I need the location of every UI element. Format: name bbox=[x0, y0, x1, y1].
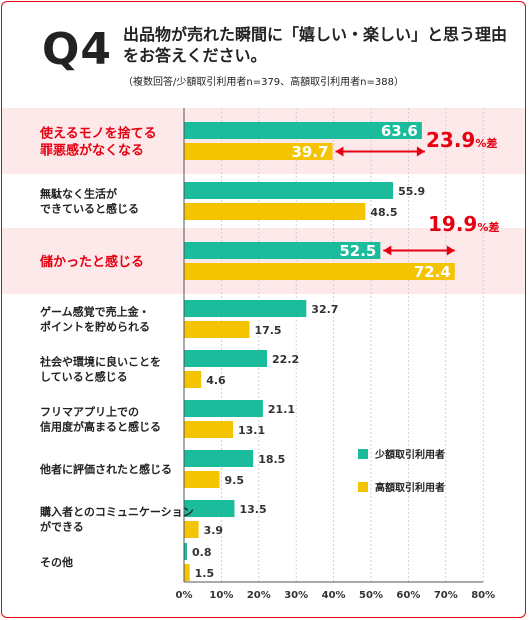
data-label: 9.5 bbox=[225, 474, 245, 487]
bar-large bbox=[184, 564, 190, 581]
data-label: 3.9 bbox=[204, 524, 224, 537]
category-label: 他者に評価されたと感じる bbox=[39, 462, 172, 476]
category-label: していると感じる bbox=[40, 370, 128, 384]
x-tick-label: 30% bbox=[284, 590, 308, 601]
bar-large bbox=[184, 321, 250, 338]
difference-arrow-head-right bbox=[446, 245, 455, 256]
data-label: 4.6 bbox=[206, 374, 226, 387]
data-label: 39.7 bbox=[291, 143, 328, 161]
legend-swatch bbox=[358, 482, 368, 492]
data-label: 63.6 bbox=[381, 122, 418, 140]
category-label: その他 bbox=[40, 555, 73, 569]
x-tick-label: 20% bbox=[247, 590, 271, 601]
category-label: 社会や環境に良いことを bbox=[39, 355, 161, 369]
data-label: 17.5 bbox=[254, 324, 281, 337]
category-label: 信用度が高まると感じる bbox=[40, 420, 161, 434]
question-text: 出品物が売れた瞬間に「嬉しい・楽しい」と思う理由をお答えください。 bbox=[123, 25, 508, 65]
x-tick-label: 50% bbox=[359, 590, 383, 601]
bar-small bbox=[184, 400, 263, 417]
bar-small bbox=[184, 242, 381, 259]
category-label: 罪悪感がなくなる bbox=[40, 142, 144, 158]
sample-note: （複数回答/少額取引利用者n=379、高額取引利用者n=388） bbox=[123, 77, 404, 88]
bar-small bbox=[184, 182, 394, 199]
x-tick-label: 60% bbox=[396, 590, 420, 601]
category-label: ができる bbox=[40, 520, 84, 534]
data-label: 32.7 bbox=[311, 303, 338, 316]
bar-small bbox=[184, 350, 268, 367]
category-label: 使えるモノを捨てる bbox=[39, 125, 157, 141]
bar-small bbox=[184, 450, 254, 467]
highlight-band bbox=[2, 228, 525, 294]
category-label: ポイントを貯められる bbox=[40, 320, 150, 334]
data-label: 13.1 bbox=[238, 424, 265, 437]
legend-label: 少額取引利用者 bbox=[374, 448, 445, 461]
x-tick-label: 0% bbox=[176, 590, 193, 601]
highlight-band bbox=[2, 108, 525, 174]
bar-large bbox=[184, 471, 220, 488]
x-tick-label: 10% bbox=[209, 590, 233, 601]
category-label: ゲーム感覚で売上金・ bbox=[40, 305, 150, 319]
data-label: 18.5 bbox=[258, 453, 285, 466]
bar-large bbox=[184, 521, 199, 538]
bar-small bbox=[184, 543, 187, 560]
category-label: 儲かったと感じる bbox=[39, 254, 144, 270]
bar-small bbox=[184, 300, 307, 317]
category-label: できていると感じる bbox=[40, 202, 139, 216]
difference-arrow-head-right bbox=[416, 146, 425, 157]
data-label: 13.5 bbox=[239, 503, 266, 516]
bar-large bbox=[184, 421, 233, 438]
category-label: 購入者とのコミュニケーション bbox=[39, 505, 194, 519]
x-tick-label: 40% bbox=[322, 590, 346, 601]
bar-large bbox=[184, 203, 366, 220]
x-tick-label: 70% bbox=[434, 590, 458, 601]
data-label: 72.4 bbox=[414, 263, 451, 281]
data-label: 55.9 bbox=[398, 185, 425, 198]
bar-small bbox=[184, 122, 422, 139]
difference-arrow-head-left bbox=[383, 245, 392, 256]
data-label: 21.1 bbox=[268, 403, 295, 416]
legend-label: 高額取引利用者 bbox=[375, 481, 445, 494]
difference-annotation: 19.9%差 bbox=[428, 212, 499, 236]
legend-swatch bbox=[358, 449, 368, 459]
data-label: 1.5 bbox=[195, 567, 215, 580]
question-header: Q4 出品物が売れた瞬間に「嬉しい・楽しい」と思う理由をお答えください。 （複数… bbox=[2, 2, 525, 102]
bar-large bbox=[184, 371, 202, 388]
bar-small bbox=[184, 500, 235, 517]
x-tick-label: 80% bbox=[471, 590, 495, 601]
category-label: フリマアプリ上での bbox=[40, 405, 139, 419]
data-label: 0.8 bbox=[192, 546, 212, 559]
difference-annotation: 23.9%差 bbox=[426, 128, 497, 152]
category-label: 無駄なく生活が bbox=[40, 187, 117, 201]
data-label: 22.2 bbox=[272, 353, 299, 366]
difference-arrow-head-left bbox=[335, 146, 344, 157]
question-number: Q4 bbox=[42, 24, 113, 75]
data-label: 48.5 bbox=[370, 206, 397, 219]
data-label: 52.5 bbox=[339, 242, 376, 260]
bar-large bbox=[184, 143, 333, 160]
bar-large bbox=[184, 263, 455, 280]
